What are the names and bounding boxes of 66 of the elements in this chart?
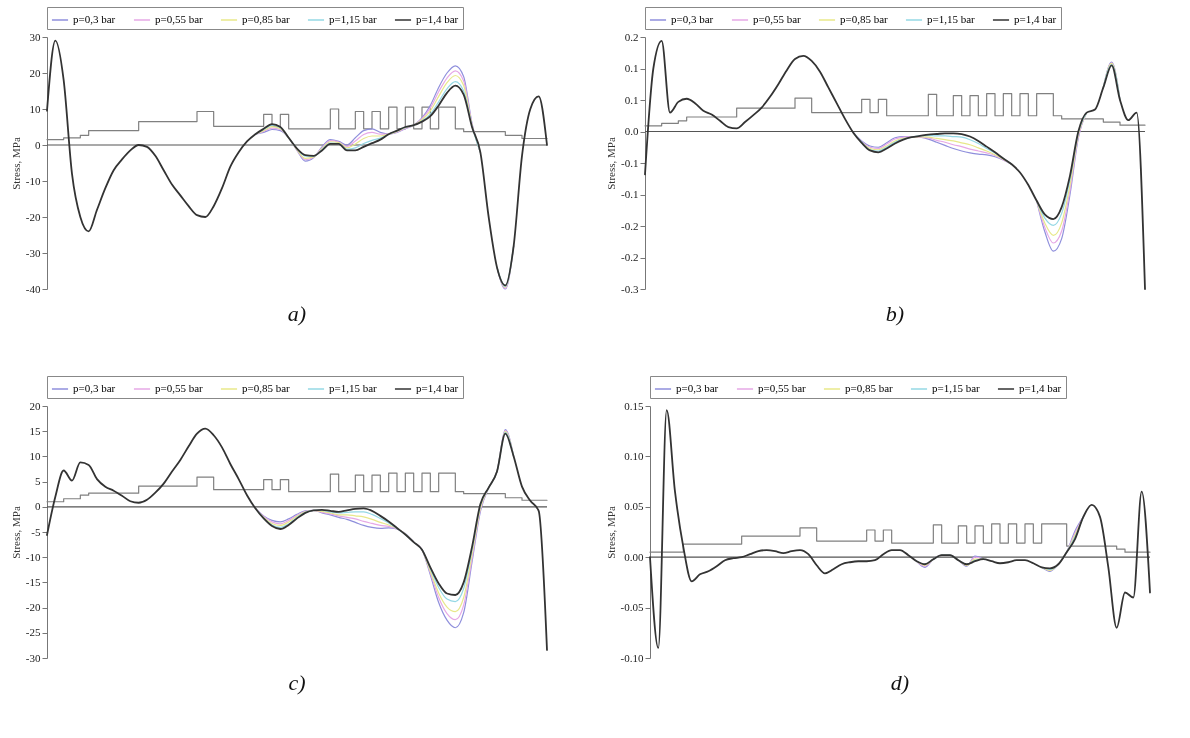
y-tick-label: 0.1 — [624, 93, 639, 106]
y-tick-label: 0 — [35, 500, 41, 513]
legend-label: p=0,3 bar — [671, 13, 714, 25]
y-tick-label: -0.1 — [621, 156, 639, 169]
legend-label: p=0,3 bar — [73, 13, 116, 25]
legend-label: p=0,55 bar — [758, 382, 807, 394]
y-tick-label: -0.1 — [621, 188, 639, 200]
y-tick-label: 5 — [35, 475, 41, 488]
text: c) — [288, 670, 306, 695]
legend-label: p=0,85 bar — [242, 13, 291, 25]
y-tick-label: 0.00 — [624, 550, 644, 563]
y-tick-label: 20 — [29, 66, 41, 79]
y-tick-label: -25 — [25, 626, 41, 639]
y-tick-label: 0 — [35, 138, 41, 151]
y-tick-label: -10 — [25, 174, 41, 187]
y-tick-label: -5 — [31, 525, 41, 538]
legend-label: p=0,3 bar — [73, 382, 116, 394]
legend-label: p=1,15 bar — [927, 13, 976, 25]
y-tick-label: -0.05 — [620, 601, 644, 614]
y-tick-label: 0.2 — [624, 30, 639, 43]
y-tick-label: -0.2 — [621, 219, 639, 232]
y-tick-label: -0.3 — [621, 282, 639, 295]
y-tick-label: -30 — [25, 246, 41, 259]
legend-label: p=1,15 bar — [329, 13, 378, 25]
y-tick-label: 30 — [29, 30, 41, 43]
text: b) — [885, 301, 905, 326]
legend-label: p=1,15 bar — [932, 382, 981, 394]
line-series — [46, 39, 548, 287]
line-series — [644, 39, 1146, 290]
y-tick-label: -15 — [25, 575, 41, 588]
y-axis-title: Stress, MPa — [605, 137, 618, 190]
y-tick-label: -30 — [25, 651, 41, 664]
legend-label: p=1,4 bar — [1019, 382, 1062, 394]
legend-label: p=0,55 bar — [155, 13, 204, 25]
y-tick-label: 0.10 — [624, 449, 644, 462]
y-axis-title: Stress, MPa — [9, 137, 22, 190]
y-tick-label: -40 — [25, 282, 41, 295]
y-axis-title: Stress, MPa — [9, 506, 22, 559]
y-tick-label: 10 — [29, 102, 41, 115]
legend-label: p=0,85 bar — [242, 382, 291, 394]
y-tick-label: -0.10 — [620, 651, 644, 664]
y-tick-label: -20 — [25, 601, 41, 614]
y-tick-label: 0.1 — [624, 62, 639, 74]
legend-label: p=0,85 bar — [845, 382, 894, 394]
y-axis-title: Stress, MPa — [604, 506, 617, 559]
line-series — [46, 427, 548, 651]
y-tick-label: -20 — [25, 210, 41, 223]
y-tick-label: 0.05 — [624, 500, 644, 513]
legend-label: p=1,4 bar — [416, 13, 459, 25]
y-tick-label: -0.2 — [621, 251, 639, 263]
legend-label: p=1,4 bar — [416, 382, 459, 394]
text: d) — [890, 670, 910, 695]
legend-label: p=0,55 bar — [753, 13, 802, 25]
legend-label: p=0,85 bar — [840, 13, 889, 25]
y-tick-label: 10 — [29, 449, 41, 462]
legend-label: p=0,55 bar — [155, 382, 204, 394]
y-tick-label: 15 — [29, 424, 41, 437]
legend-label: p=0,3 bar — [676, 382, 719, 394]
legend-label: p=1,4 bar — [1014, 13, 1057, 25]
y-tick-label: -10 — [25, 550, 41, 563]
text: a) — [287, 301, 307, 326]
line-series — [649, 409, 1151, 649]
y-tick-label: 0.15 — [624, 399, 644, 412]
legend-label: p=1,15 bar — [329, 382, 378, 394]
y-tick-label: 0.0 — [624, 125, 639, 137]
y-tick-label: 20 — [29, 399, 41, 412]
